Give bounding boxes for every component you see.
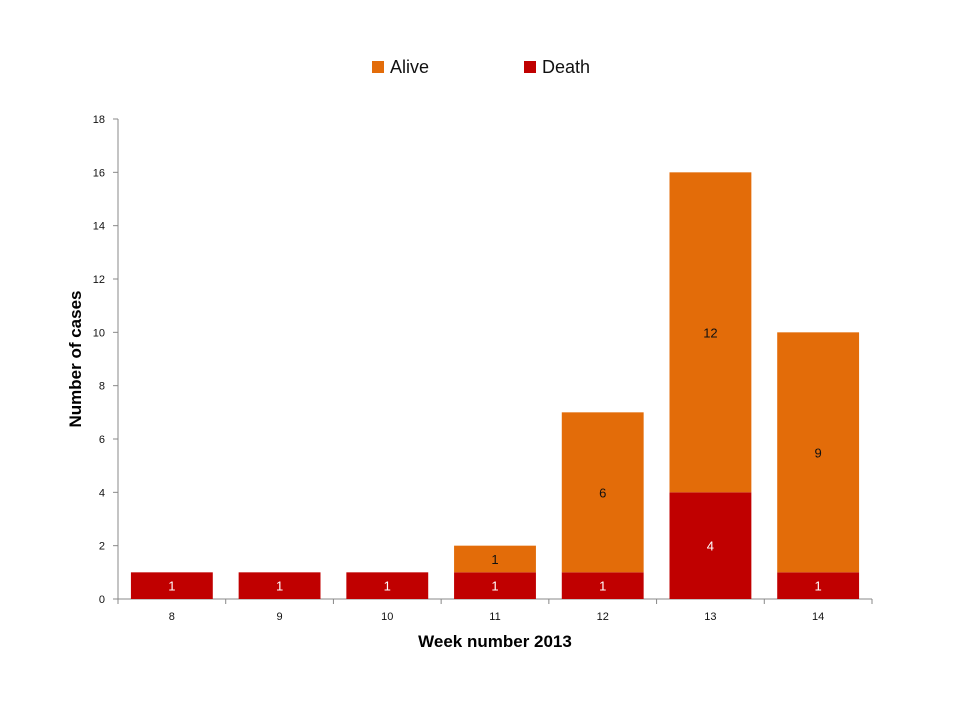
data-label-death: 4 [707,539,714,554]
y-tick-label: 6 [99,434,105,446]
x-tick-label: 8 [169,611,175,623]
x-tick-label: 11 [489,611,500,623]
legend: Alive Death [372,57,590,77]
data-label-death: 1 [599,579,606,594]
bar-death [238,572,321,599]
x-tick-label: 10 [381,611,393,623]
bar-death [669,492,752,599]
legend-swatch [524,61,536,73]
x-axis-title: Week number 2013 [418,632,572,651]
data-label-death: 1 [384,579,391,594]
bar-alive [454,545,536,573]
bar-labels: 1 1 1 1 1 1 6 4 12 1 9 [168,325,822,593]
data-label-death: 1 [815,579,822,594]
bar-alive [561,412,644,573]
bar-alive [777,332,860,573]
data-label-alive: 6 [599,485,606,500]
y-tick-label: 14 [93,221,105,233]
legend-item-alive: Alive [372,57,429,77]
y-tick-label: 4 [99,487,105,499]
data-label-alive: 9 [815,445,822,460]
x-tick-label: 14 [812,611,824,623]
legend-swatch [372,61,384,73]
bar-death [130,572,213,599]
y-tick-label: 10 [93,327,105,339]
bar-death [777,572,860,599]
bar-death [346,572,429,599]
y-axis: 0 2 4 6 8 10 12 14 16 18 [93,114,119,606]
y-tick-label: 0 [99,594,105,606]
y-tick-label: 8 [99,381,105,393]
legend-label: Death [542,57,590,77]
legend-label: Alive [390,57,429,77]
x-tick-label: 9 [277,611,283,623]
data-label-death: 1 [491,579,498,594]
data-label-alive: 12 [703,325,717,340]
bar-death [454,572,536,599]
bar-death [561,572,644,599]
y-tick-label: 12 [93,274,105,286]
bars [130,172,860,599]
bar-alive [669,172,752,493]
y-tick-label: 18 [93,114,105,126]
x-tick-label: 13 [704,611,716,623]
data-label-death: 1 [168,579,175,594]
x-axis: 8 9 10 11 12 13 14 [117,598,873,623]
data-label-alive: 1 [491,552,498,567]
y-tick-label: 16 [93,167,105,179]
y-tick-label: 2 [99,541,105,553]
x-tick-label: 12 [597,611,609,623]
y-axis-title: Number of cases [66,291,85,428]
legend-item-death: Death [524,57,590,77]
data-label-death: 1 [276,579,283,594]
